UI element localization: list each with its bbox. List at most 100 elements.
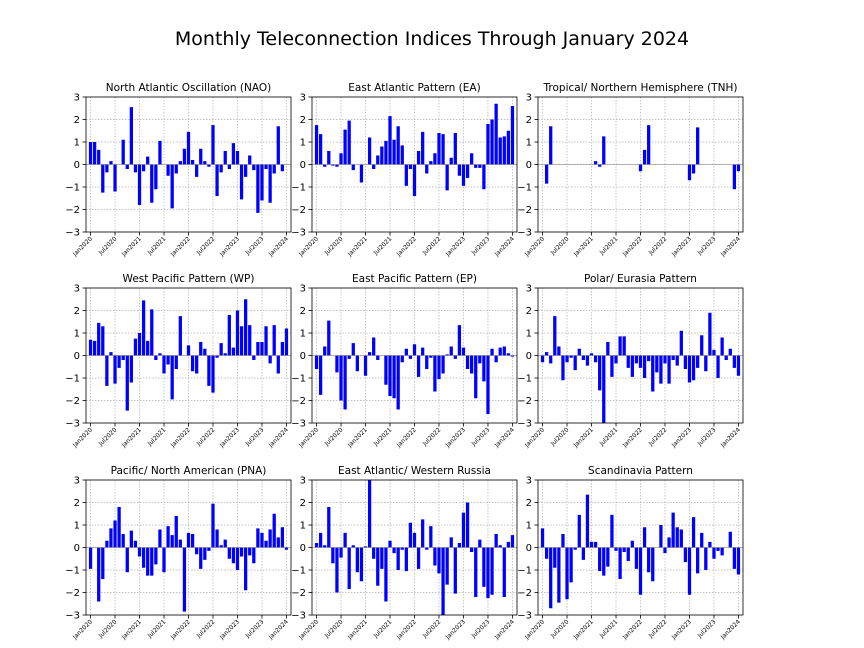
bar (105, 164, 109, 173)
bar (318, 532, 323, 548)
x-tick-label: Jan2021 (572, 235, 595, 258)
bar (577, 348, 581, 356)
bar (638, 547, 643, 595)
bar (284, 328, 289, 356)
x-tick-label: Jul2021 (598, 426, 620, 448)
bar (589, 353, 594, 356)
bar (199, 148, 203, 165)
bar (663, 547, 667, 554)
bar (388, 355, 392, 396)
x-tick-label: Jul2021 (146, 426, 168, 448)
bar (700, 532, 704, 548)
bar (429, 161, 433, 165)
x-tick-label: Jan2023 (670, 426, 693, 449)
bar (351, 164, 355, 171)
bar (486, 355, 490, 414)
bar (502, 346, 506, 356)
bar (219, 343, 223, 356)
y-tick-label: 1 (74, 138, 80, 149)
bar (655, 355, 659, 373)
bar (453, 547, 457, 594)
bar (581, 547, 585, 560)
bar (602, 136, 606, 165)
x-tick-label: Jul2022 (195, 235, 217, 257)
x-tick-label: Jan2022 (169, 618, 192, 641)
bar (203, 348, 207, 356)
bar (470, 153, 474, 165)
bar (610, 514, 614, 548)
bar (687, 164, 692, 181)
x-tick-label: Jan2024 (719, 618, 742, 641)
bar (441, 134, 445, 165)
bar (598, 355, 602, 391)
x-tick-label: Jul2022 (647, 426, 669, 448)
bar (720, 547, 724, 556)
x-tick-label: Jan2024 (719, 426, 742, 449)
bar (347, 355, 351, 359)
bar (614, 355, 618, 364)
bar (679, 330, 683, 356)
bar (327, 320, 331, 356)
bar (129, 530, 133, 548)
bar (109, 161, 113, 165)
bar (268, 529, 272, 548)
bar (113, 164, 117, 192)
bar (626, 547, 630, 561)
bar (376, 155, 380, 165)
y-tick-label: 2 (300, 115, 306, 126)
x-tick-label: Jul2020 (549, 235, 571, 257)
y-tick-label: −3 (291, 419, 306, 430)
bar (490, 547, 494, 595)
bar (425, 355, 429, 369)
bar (732, 547, 737, 569)
bar (215, 529, 219, 548)
bar (502, 136, 506, 165)
bar (264, 164, 268, 169)
y-tick-label: −2 (291, 205, 306, 216)
bar (618, 547, 622, 579)
x-tick-label: Jan2021 (120, 235, 143, 258)
bar (88, 547, 93, 569)
bar (457, 325, 462, 356)
bar (137, 164, 142, 205)
bar (207, 547, 211, 551)
bar (404, 164, 408, 186)
bar (557, 346, 561, 356)
bar (396, 355, 400, 410)
y-tick-label: 3 (300, 476, 306, 487)
x-tick-label: Jan2021 (572, 618, 595, 641)
x-tick-label: Jan2023 (670, 618, 693, 641)
x-tick-label: Jul2023 (470, 235, 492, 257)
x-tick-label: Jul2020 (323, 426, 345, 448)
bar (461, 512, 466, 548)
bar (408, 164, 413, 169)
bar (92, 340, 97, 356)
y-tick-label: −1 (517, 566, 532, 577)
bar (630, 355, 634, 377)
y-tick-label: 1 (300, 521, 306, 532)
bar (146, 340, 150, 356)
y-tick-label: 1 (526, 329, 532, 340)
bar (549, 547, 553, 609)
bar (211, 355, 215, 393)
bar (712, 547, 716, 559)
bar (97, 149, 101, 165)
x-tick-label: Jul2022 (421, 618, 443, 640)
bar (121, 139, 125, 165)
y-tick-label: −1 (291, 566, 306, 577)
bar (647, 547, 651, 573)
bar (581, 355, 585, 360)
y-tick-label: −2 (517, 588, 532, 599)
bar (396, 547, 400, 570)
bar (606, 547, 610, 567)
x-tick-label: Jan2024 (493, 618, 516, 641)
x-tick-label: Jan2023 (218, 235, 241, 258)
bar (256, 342, 260, 356)
bar (445, 164, 449, 191)
y-tick-label: 2 (526, 306, 532, 317)
y-tick-label: 2 (526, 115, 532, 126)
x-tick-label: Jul2023 (696, 426, 718, 448)
x-tick-label: Jan2022 (621, 426, 644, 449)
x-tick-label: Jul2021 (598, 618, 620, 640)
